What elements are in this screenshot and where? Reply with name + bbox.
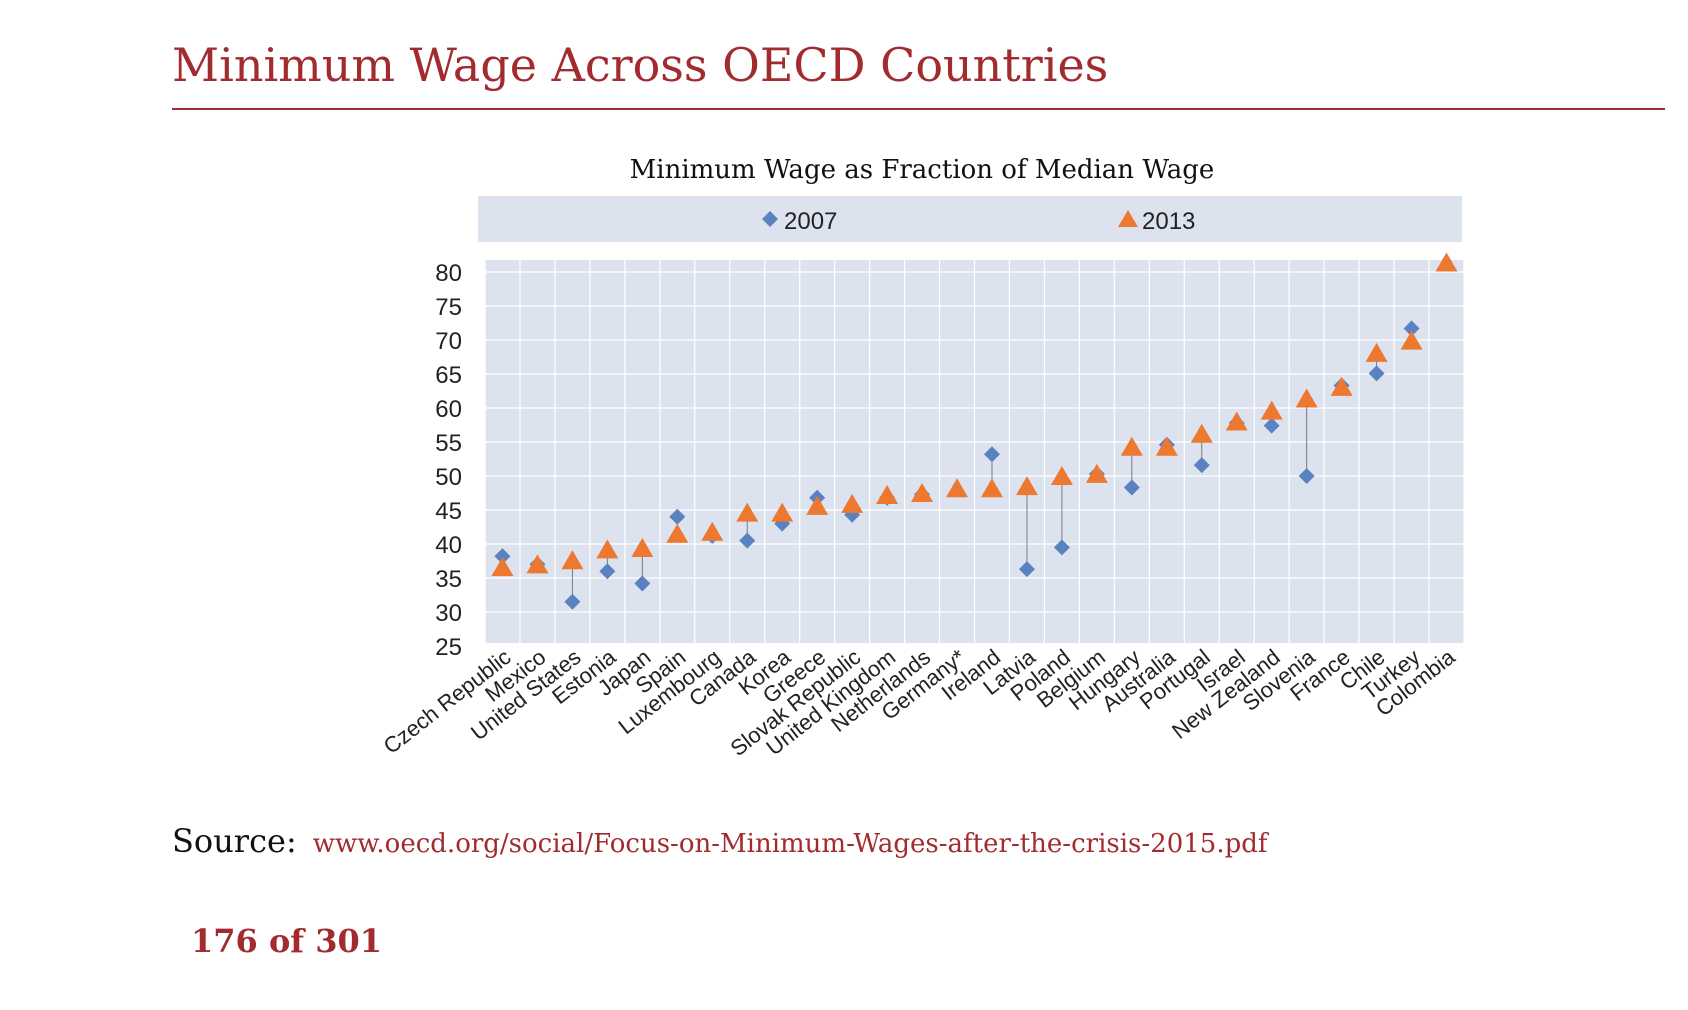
- y-tick-label: 75: [435, 294, 462, 321]
- y-tick-label: 45: [435, 498, 462, 525]
- point-2013-turkey: [1400, 330, 1423, 350]
- point-2007-united-states: [564, 593, 581, 610]
- page-number: 176 of 301: [191, 922, 382, 960]
- point-2013-portugal: [1190, 423, 1213, 443]
- legend-marker-2013: [1118, 210, 1138, 227]
- point-2007-canada: [739, 532, 756, 549]
- point-2007-czech-republic: [494, 548, 511, 565]
- point-2013-slovenia: [1295, 388, 1318, 408]
- point-2007-new-zealand: [1263, 417, 1280, 434]
- point-2013-australia: [1155, 436, 1178, 456]
- point-2007-turkey: [1403, 320, 1420, 337]
- source-line: Source: www.oecd.org/social/Focus-on-Min…: [172, 822, 1268, 860]
- point-2013-canada: [736, 502, 759, 522]
- y-tick-label: 30: [435, 600, 462, 627]
- point-2013-mexico: [526, 554, 549, 574]
- slide-title: Minimum Wage Across OECD Countries: [172, 38, 1109, 92]
- point-2007-portugal: [1193, 457, 1210, 474]
- point-2007-chile: [1368, 365, 1385, 382]
- point-2013-chile: [1365, 342, 1388, 362]
- y-tick-label: 55: [435, 430, 462, 457]
- y-tick-label: 65: [435, 362, 462, 389]
- point-2007-japan: [634, 575, 651, 592]
- point-2013-belgium: [1085, 463, 1108, 483]
- point-2007-poland: [1053, 539, 1070, 556]
- y-tick-label: 25: [435, 634, 462, 661]
- y-tick-label: 35: [435, 566, 462, 593]
- point-2013-latvia: [1015, 476, 1038, 496]
- point-2013-hungary: [1120, 436, 1143, 456]
- point-2007-hungary: [1123, 479, 1140, 496]
- point-2013-netherlands: [911, 482, 934, 502]
- chart-title: Minimum Wage as Fraction of Median Wage: [630, 155, 1215, 185]
- point-2013-japan: [631, 538, 654, 558]
- point-2007-slovenia: [1298, 468, 1315, 484]
- point-2013-estonia: [596, 539, 619, 559]
- legend-label-2007: 2007: [784, 208, 837, 235]
- point-2013-korea: [771, 502, 794, 522]
- point-2007-latvia: [1018, 561, 1035, 578]
- point-2013-united-kingdom: [876, 485, 899, 504]
- point-2013-ireland: [980, 478, 1003, 498]
- y-tick-label: 40: [435, 532, 462, 559]
- point-2013-israel: [1225, 411, 1248, 431]
- point-2013-poland: [1050, 465, 1073, 485]
- y-tick-label: 70: [435, 328, 462, 355]
- point-2013-france: [1330, 376, 1353, 396]
- point-2013-new-zealand: [1260, 400, 1283, 420]
- point-2013-germany: [946, 478, 969, 498]
- chart-legend: [478, 196, 1462, 242]
- point-2013-colombia: [1435, 252, 1458, 272]
- point-2007-estonia: [599, 563, 616, 580]
- title-divider: [172, 108, 1665, 110]
- source-link[interactable]: www.oecd.org/social/Focus-on-Minimum-Wag…: [312, 829, 1268, 859]
- point-2013-slovak-republic: [841, 493, 864, 513]
- source-label: Source:: [172, 822, 297, 860]
- y-tick-label: 60: [435, 396, 462, 423]
- y-tick-label: 50: [435, 464, 462, 491]
- point-2007-spain: [669, 508, 686, 525]
- point-2013-luxembourg: [701, 521, 724, 541]
- point-2013-united-states: [561, 550, 584, 570]
- y-tick-label: 80: [435, 260, 462, 287]
- legend-label-2013: 2013: [1142, 208, 1195, 235]
- point-2013-czech-republic: [491, 557, 514, 577]
- legend-marker-2007: [762, 211, 778, 227]
- point-2007-ireland: [983, 446, 1000, 463]
- point-2013-spain: [666, 523, 689, 543]
- point-2013-greece: [806, 495, 829, 515]
